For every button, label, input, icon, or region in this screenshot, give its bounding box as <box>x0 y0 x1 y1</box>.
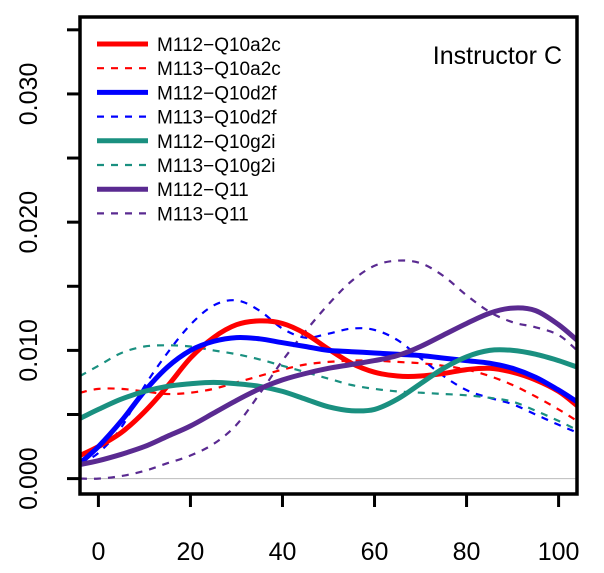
x-tick-label: 0 <box>91 538 105 566</box>
series-line-m112-q11 <box>80 305 577 467</box>
legend-label-m112-q10g2i: M112−Q10g2i <box>157 132 275 153</box>
y-tick-label: 0.020 <box>15 191 43 254</box>
series-line-m112-q10d2f <box>80 334 577 466</box>
legend-label-m113-q10g2i: M113−Q10g2i <box>157 156 275 177</box>
x-tick-label: 20 <box>177 538 205 566</box>
x-tick-label: 80 <box>453 538 481 566</box>
x-tick-label: 60 <box>361 538 389 566</box>
y-tick-label: 0.000 <box>15 447 43 510</box>
legend-label-m113-q10a2c: M113−Q10a2c <box>157 59 281 80</box>
series-line-m113-q10g2i <box>80 344 577 431</box>
x-tick-label: 100 <box>538 538 580 566</box>
legend-label-m113-q11: M113−Q11 <box>157 204 249 225</box>
y-tick-label: 0.030 <box>15 63 43 126</box>
legend-label-m112-q11: M112−Q11 <box>157 180 249 201</box>
y-tick-label: 0.010 <box>15 319 43 382</box>
series-line-m113-q10a2c <box>80 359 577 422</box>
legend: M112−Q10a2c M113−Q10a2c M112−Q10d2f M113−Q1… <box>97 35 281 225</box>
series-line-m112-q10g2i <box>80 347 577 421</box>
plot-frame <box>78 15 579 496</box>
series-layer <box>80 259 577 480</box>
legend-label-m112-q10a2c: M112−Q10a2c <box>157 35 281 56</box>
series-line-m113-q11 <box>80 259 577 480</box>
axes-layer: 0 20 40 60 80 100 0.000 0.010 0.020 0.030 <box>15 15 580 566</box>
series-line-m113-q10d2f <box>80 299 577 465</box>
legend-label-m113-q10d2f: M113−Q10d2f <box>157 108 277 129</box>
legend-label-m112-q10d2f: M112−Q10d2f <box>157 83 277 104</box>
x-tick-label: 40 <box>269 538 297 566</box>
instructor-annotation: Instructor C <box>433 42 562 70</box>
